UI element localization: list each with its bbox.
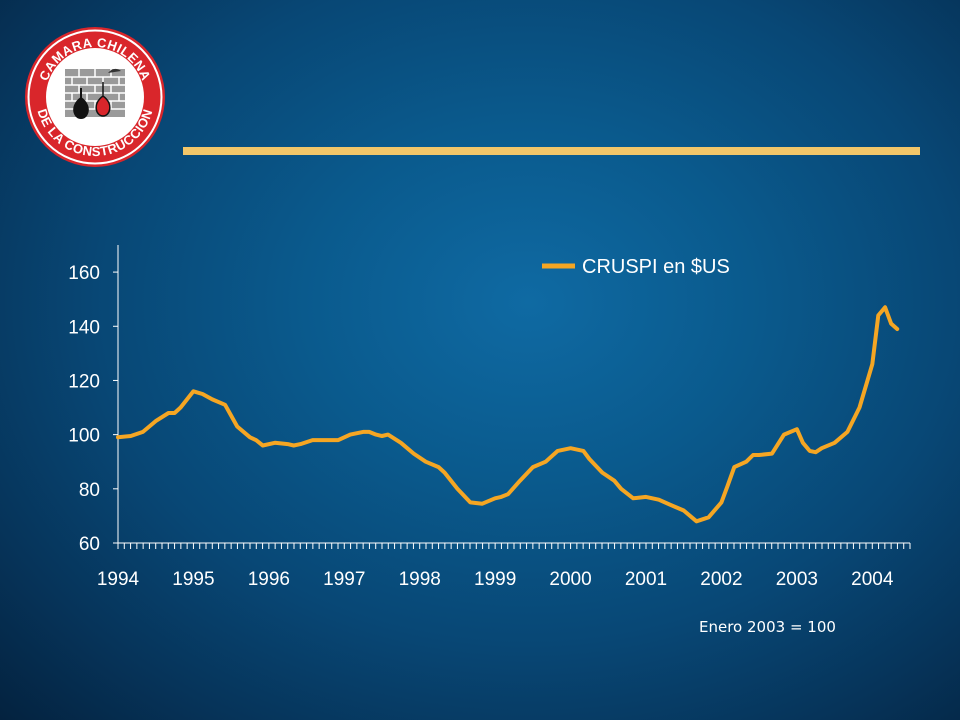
chart-ticks xyxy=(113,271,911,549)
y-tick-label: 100 xyxy=(68,426,100,447)
x-tick-label: 1995 xyxy=(172,569,214,590)
chart-legend: CRUSPI en $US xyxy=(542,256,730,278)
y-tick-label: 160 xyxy=(68,263,100,284)
series-line-cruspi xyxy=(116,305,900,524)
x-tick-label: 2003 xyxy=(776,569,818,590)
base-note: Enero 2003 = 100 xyxy=(699,618,836,636)
y-tick-label: 60 xyxy=(79,534,100,555)
y-tick-label: 140 xyxy=(68,317,100,338)
y-tick-label: 80 xyxy=(79,480,100,501)
legend-label: CRUSPI en $US xyxy=(582,256,730,278)
camara-chilena-logo: CAMARA CHILENA DE LA CONSTRUCCION xyxy=(25,27,165,167)
chart-series xyxy=(116,305,900,524)
x-tick-label: 2001 xyxy=(625,569,667,590)
x-tick-label: 1994 xyxy=(97,569,140,590)
x-tick-label: 2004 xyxy=(851,569,894,590)
y-tick-label: 120 xyxy=(68,371,100,392)
chart-axes xyxy=(117,245,910,544)
x-tick-label: 1997 xyxy=(323,569,365,590)
x-tick-label: 1999 xyxy=(474,569,516,590)
x-tick-label: 1996 xyxy=(248,569,290,590)
x-tick-label: 1998 xyxy=(399,569,441,590)
chart-tick-labels: 60 80 100 120 140 160 1994 1995 1996 1997 1998 1999… xyxy=(68,263,894,590)
header-rule xyxy=(183,147,920,155)
x-tick-label: 2000 xyxy=(549,569,591,590)
x-tick-label: 2002 xyxy=(700,569,742,590)
brick-wall-icon xyxy=(65,68,125,120)
